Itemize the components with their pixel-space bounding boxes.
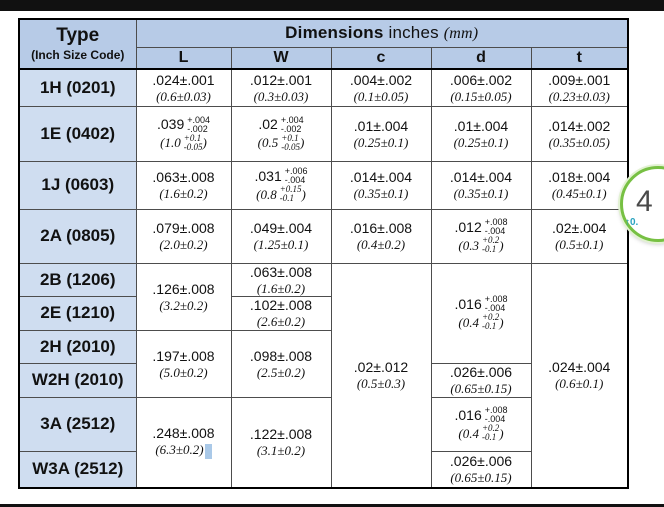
cell-c-1J: .014±.004 (0.35±0.1) bbox=[330, 160, 432, 210]
row-header-W3A: W3A (2512) bbox=[18, 450, 137, 489]
bottom-bar bbox=[0, 504, 664, 507]
dimensions-header-units: inches bbox=[388, 23, 439, 43]
cell-W-1J: .031 +.006 -.004 (0.8 +0.15 -0.1) bbox=[230, 160, 332, 210]
cell-t-1H: .009±.001 (0.23±0.03) bbox=[530, 68, 629, 107]
cell-d-1H: .006±.002 (0.15±0.05) bbox=[430, 68, 532, 107]
cell-W-2E: .102±.008 (2.6±0.2) bbox=[230, 295, 332, 331]
cell-d-W3A: .026±.006 (0.65±0.15) bbox=[430, 450, 532, 489]
row-header-2A: 2A (0805) bbox=[18, 208, 137, 264]
col-header-d: d bbox=[430, 46, 532, 70]
cell-W-2B: .063±.008 (1.6±0.2) bbox=[230, 262, 332, 297]
table-row: W3A (2512) .026±.006 (0.65±0.15) bbox=[18, 450, 628, 489]
cell-W-3A-W3A: .122±.008 (3.1±0.2) bbox=[230, 396, 332, 489]
cell-d-1E: .01±.004 (0.25±0.1) bbox=[430, 105, 532, 162]
cell-d-2B-2H: .016 +.008 -.004 (0.4 +0.2 -0.1) bbox=[430, 262, 532, 364]
cell-t-2A: .02±.004 (0.5±0.1) bbox=[530, 208, 629, 264]
cell-L-3A-W3A: .248±.008 (6.3±0.2) bbox=[135, 396, 232, 489]
cell-W-1H: .012±.001 (0.3±0.03) bbox=[230, 68, 332, 107]
table-row: 2E (1210) .102±.008 (2.6±0.2) bbox=[18, 295, 628, 331]
cell-t-1E: .014±.002 (0.35±0.05) bbox=[530, 105, 629, 162]
badge-subtext: ↑0. bbox=[625, 217, 639, 228]
table-row: 3A (2512) .248±.008 (6.3±0.2) .122±.008(… bbox=[18, 396, 628, 489]
cell-t-2B-W3A: .024±.004 (0.6±0.1) bbox=[530, 262, 629, 489]
col-header-c: c bbox=[330, 46, 432, 70]
row-header-W2H: W2H (2010) bbox=[18, 362, 137, 398]
row-header-2B: 2B (1206) bbox=[18, 262, 137, 297]
cell-W-2A: .049±.004 (1.25±0.1) bbox=[230, 208, 332, 264]
row-header-3A: 3A (2512) bbox=[18, 396, 137, 452]
cell-d-3A: .016 +.008 -.004 (0.4 +0.2 -0.1) bbox=[430, 396, 532, 452]
cell-d-W2H: .026±.006 (0.65±0.15) bbox=[430, 362, 532, 398]
cell-L-1J: .063±.008 (1.6±0.2) bbox=[135, 160, 232, 210]
cell-c-2B-W3A: .02±.012 (0.5±0.3) bbox=[330, 262, 432, 489]
table-row: 1H (0201) .024±.001 (0.6±0.03) .012±.001(… bbox=[18, 68, 629, 107]
dimensions-table: Type (Inch Size Code) Dimensions inches … bbox=[18, 18, 629, 489]
row-header-2E: 2E (1210) bbox=[18, 295, 137, 331]
cell-c-1H: .004±.002 (0.1±0.05) bbox=[330, 68, 432, 107]
table-row: 2B (1206) .126±.008 (3.2±0.2) .063±.008 (1… bbox=[18, 262, 629, 489]
text-selection-artifact bbox=[204, 444, 212, 459]
cell-L-1E: .039 +.004 -.002 (1.0 +0.1 -0.05) bbox=[135, 105, 232, 162]
row-header-2H: 2H (2010) bbox=[18, 329, 137, 364]
cell-d-1J: .014±.004 (0.35±0.1) bbox=[430, 160, 532, 210]
table-row: 1E (0402) .039 +.004 -.002 (1.0 +0.1 -0.05) … bbox=[18, 105, 629, 162]
type-column-header: Type (Inch Size Code) bbox=[18, 18, 137, 70]
cell-W-2H-W2H: .098±.008 (2.5±0.2) bbox=[230, 329, 332, 398]
row-header-1E: 1E (0402) bbox=[18, 105, 137, 162]
cell-L-2A: .079±.008 (2.0±0.2) bbox=[135, 208, 232, 264]
dimensions-header-bold: Dimensions bbox=[285, 23, 384, 43]
table-row: 2A (0805) .079±.008 (2.0±0.2) .049±.004 (1… bbox=[18, 208, 629, 264]
cell-L-2H-W2H: .197±.008 (5.0±0.2) bbox=[135, 329, 232, 398]
col-header-t: t bbox=[530, 46, 629, 70]
cell-c-1E: .01±.004 (0.25±0.1) bbox=[330, 105, 432, 162]
cell-L-1H: .024±.001 (0.6±0.03) bbox=[135, 68, 232, 107]
cell-t-1J: .018±.004 (0.45±0.1) bbox=[530, 160, 629, 210]
cell-c-2A: .016±.008 (0.4±0.2) bbox=[330, 208, 432, 264]
row-header-1H: 1H (0201) bbox=[18, 68, 137, 107]
type-header-subtitle: (Inch Size Code) bbox=[31, 47, 125, 62]
col-header-L: L bbox=[135, 46, 232, 70]
top-bar bbox=[0, 0, 664, 11]
type-header-title: Type bbox=[56, 24, 100, 46]
cell-L-2B-2E: .126±.008 (3.2±0.2) bbox=[135, 262, 232, 331]
dimensions-header: Dimensions inches (mm) bbox=[135, 18, 629, 48]
table-row: 2H (2010) .197±.008 (5.0±0.2) .098±.008 (2… bbox=[18, 329, 628, 398]
row-header-1J: 1J (0603) bbox=[18, 160, 137, 210]
table-row: 1J (0603) .063±.008 (1.6±0.2) .031 +.006 -.… bbox=[18, 160, 629, 210]
dimensions-header-mm: (mm) bbox=[443, 25, 479, 43]
col-header-W: W bbox=[230, 46, 332, 70]
badge-number: 4 bbox=[636, 185, 653, 218]
cell-d-2A: .012 +.008 -.004 (0.3 +0.2 -0.1) bbox=[430, 208, 532, 264]
cell-W-1E: .02 +.004 -.002 (0.5 +0.1 -0.05) bbox=[230, 105, 332, 162]
